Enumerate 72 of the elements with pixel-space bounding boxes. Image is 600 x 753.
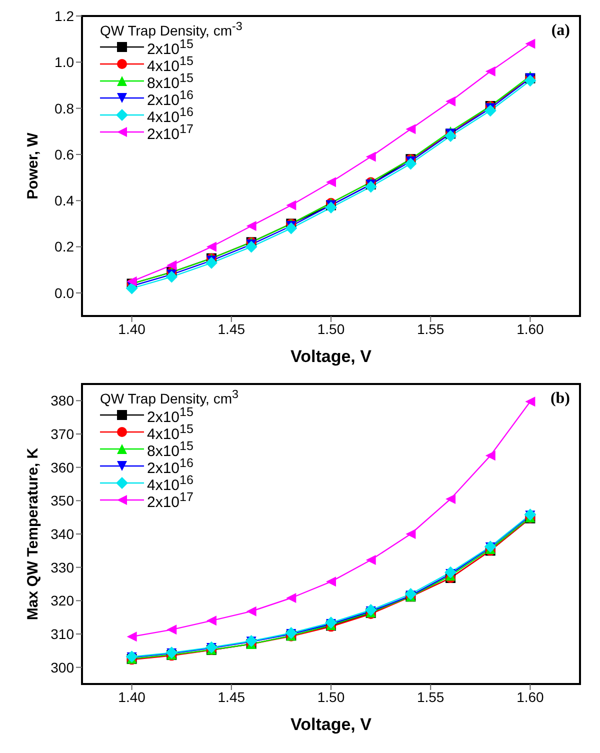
y-tick-label: 0.0 [54,284,74,301]
y-tick-label: 350 [50,492,74,509]
x-tick-label: 1.60 [516,320,544,337]
y-tick-label: 330 [50,559,74,576]
y-tick-label: 0.2 [54,238,74,255]
x-tick-label: 1.50 [317,320,345,337]
point [485,450,496,461]
point [246,606,256,616]
x-tick-label: 1.55 [416,688,444,705]
point [406,529,416,539]
point [126,282,138,294]
x-axis-title: Voltage, V [290,715,372,734]
x-tick-label: 1.40 [118,320,146,337]
x-tick-label: 1.45 [218,320,246,337]
point [404,158,417,170]
point [524,74,536,87]
point [446,96,456,106]
point [446,494,456,504]
annotation: (a) [551,22,570,40]
point [166,260,177,270]
point [444,566,457,578]
point [245,240,258,253]
point [286,593,296,603]
point [285,222,298,234]
point [404,588,417,600]
point [326,576,336,587]
x-tick-label: 1.40 [118,688,146,705]
y-tick-label: 0.4 [54,192,74,209]
point [484,104,496,117]
y-axis-title: Power, W [24,132,42,200]
point [325,616,337,629]
point [366,152,376,162]
point [246,221,256,231]
point [364,180,377,193]
point [166,270,178,283]
point [525,38,536,49]
point [444,130,457,142]
y-axis-title: Max QW Temperature, K [24,448,42,620]
y-tick-label: 0.6 [54,146,74,162]
point [205,256,218,269]
x-tick-label: 1.60 [516,688,544,705]
legend-label: 2x10$^{17}$ [147,490,194,512]
annotation: (b) [550,390,570,408]
point [126,632,137,642]
legend-label: 2x10$^{17}$ [147,122,194,144]
y-tick-label: 300 [50,659,74,676]
point [406,124,416,134]
legend-title: QW Trap Density, cm$^{3}$ [100,388,238,407]
point [286,200,296,210]
y-tick-label: 340 [50,526,74,542]
y-tick-label: 370 [50,426,74,442]
point [525,396,536,407]
legend-title: QW Trap Density, cm$^{-3}$ [100,20,242,39]
y-tick-label: 1.0 [54,54,74,70]
y-tick-label: 360 [50,459,74,476]
y-tick-label: 380 [50,392,74,409]
point [126,276,137,286]
x-tick-label: 1.50 [317,688,345,705]
y-tick-label: 320 [50,592,74,609]
point [326,177,336,188]
x-tick-label: 1.55 [416,320,444,337]
point [166,624,177,635]
point [485,66,496,76]
point [366,555,376,565]
point [206,616,216,626]
point [325,202,337,214]
x-axis-title: Voltage, V [290,347,372,366]
point [206,242,216,252]
y-tick-label: 310 [50,626,74,642]
x-tick-label: 1.45 [218,688,246,705]
y-tick-label: 1.2 [54,8,74,24]
y-tick-label: 0.8 [54,100,74,116]
